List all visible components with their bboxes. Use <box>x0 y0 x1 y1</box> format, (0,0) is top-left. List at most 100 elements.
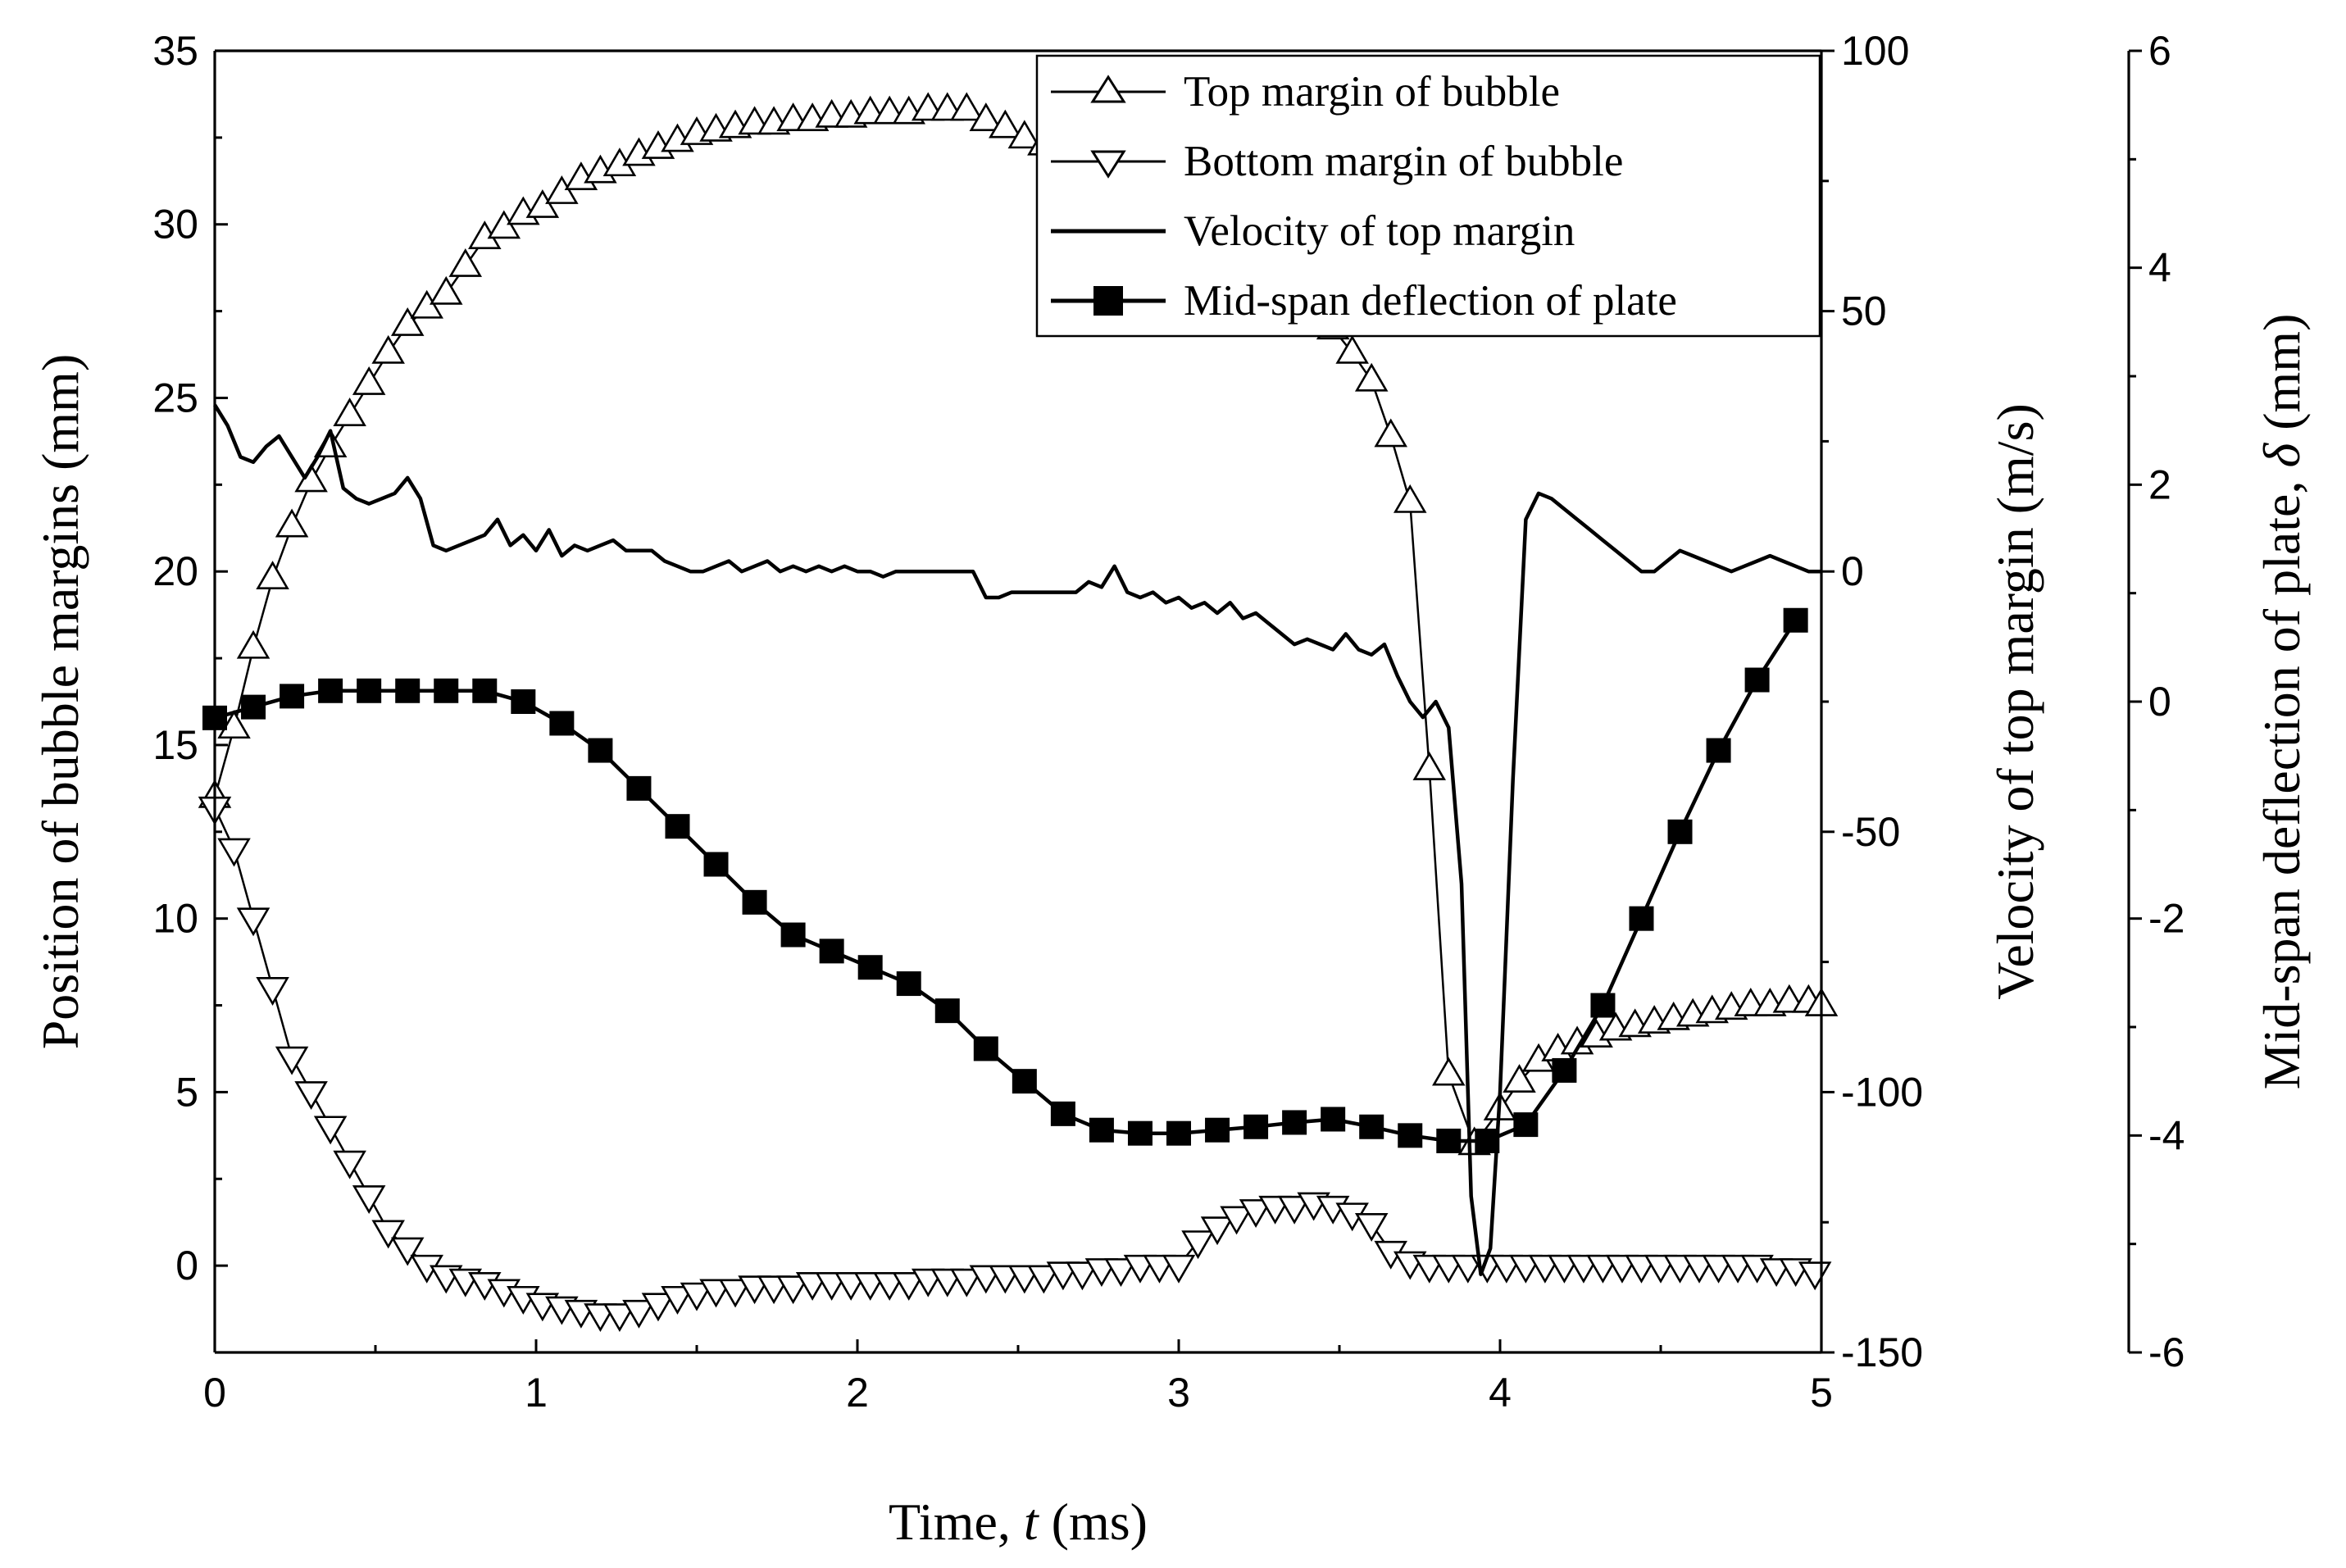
data-point-square <box>1513 1112 1539 1138</box>
data-point-triangle-up <box>545 175 579 204</box>
x-tick-label: 2 <box>846 1370 869 1416</box>
left-y-tick-label: 10 <box>152 896 198 942</box>
data-point-triangle-down <box>1066 1261 1099 1291</box>
left-y-tick-label: 30 <box>152 202 198 248</box>
data-point-triangle-up <box>989 109 1022 139</box>
data-point-triangle-down <box>622 1299 656 1329</box>
data-point-square <box>1398 1123 1423 1148</box>
data-point-square <box>472 678 498 703</box>
right1-y-tick-label: 0 <box>1841 548 1864 594</box>
data-point-triangle-up <box>390 307 425 336</box>
legend-label-bottom: Bottom margin of bubble <box>1184 138 1623 185</box>
data-point-triangle-down <box>256 977 289 1006</box>
x-tick-label: 1 <box>525 1370 548 1416</box>
data-point-square <box>819 939 844 964</box>
data-point-square <box>857 955 883 980</box>
data-point-triangle-down <box>390 1237 425 1266</box>
data-point-triangle-down <box>1104 1258 1138 1287</box>
right2-y-tick-label: 4 <box>2148 245 2171 291</box>
data-point-square <box>1012 1069 1037 1094</box>
data-point-triangle-up <box>352 366 386 395</box>
legend-label-velocity: Velocity of top margin <box>1184 207 1575 255</box>
data-point-square <box>280 684 305 709</box>
data-point-triangle-up <box>448 248 483 277</box>
right1-y-axis-title: Velocity of top margin (m/s) <box>1986 403 2044 1000</box>
data-point-triangle-up <box>1393 484 1427 513</box>
left-y-axis-title: Position of bubble margins (mm) <box>31 354 89 1050</box>
data-point-triangle-up <box>1412 751 1447 780</box>
data-point-square <box>549 711 575 736</box>
legend: Top margin of bubble Bottom margin of bu… <box>1035 54 1821 338</box>
legend-triangle-down-icon <box>1090 150 1126 179</box>
left-y-tick-label: 20 <box>152 548 198 594</box>
data-point-triangle-down <box>1027 1265 1061 1294</box>
data-point-triangle-up <box>1432 1057 1466 1086</box>
data-point-square <box>1127 1120 1153 1146</box>
data-point-triangle-down <box>1162 1254 1196 1284</box>
data-point-triangle-down <box>1239 1199 1273 1228</box>
data-point-triangle-down <box>950 1268 984 1298</box>
data-point-square <box>1629 906 1654 931</box>
data-point-square <box>665 814 690 839</box>
x-axis-title: Time, t (ms) <box>889 1493 1148 1551</box>
data-point-square <box>703 852 729 877</box>
data-point-square <box>588 738 613 763</box>
right2-y-tick-label: -2 <box>2148 896 2185 942</box>
data-point-square <box>1783 607 1808 633</box>
data-point-triangle-down <box>1277 1195 1312 1225</box>
data-point-square <box>1321 1107 1346 1132</box>
data-point-triangle-down <box>1200 1216 1234 1246</box>
left-y-tick-label: 0 <box>175 1243 198 1288</box>
data-point-triangle-down <box>294 1081 328 1110</box>
x-tick-label: 5 <box>1810 1370 1833 1416</box>
data-point-triangle-down <box>333 1150 366 1179</box>
series-line <box>213 403 1821 1276</box>
data-point-square <box>973 1036 998 1061</box>
x-tick-label: 4 <box>1489 1370 1512 1416</box>
data-point-square <box>780 922 806 948</box>
data-point-square <box>1243 1114 1269 1139</box>
data-point-square <box>241 694 266 720</box>
data-point-triangle-down <box>371 1220 405 1249</box>
left-y-tick-label: 5 <box>175 1069 198 1115</box>
legend-square-icon <box>1093 286 1123 316</box>
axis-ticks: 0 1 2 3 4 505101520253035-150-100-50050100-6-… <box>152 28 2185 1416</box>
legend-box <box>1035 54 1821 338</box>
data-point-triangle-down <box>236 907 271 937</box>
data-point-square <box>511 689 536 714</box>
data-point-square <box>1552 1057 1577 1083</box>
data-point-square <box>742 889 767 915</box>
data-point-triangle-down <box>602 1303 637 1333</box>
data-point-triangle-down <box>1220 1206 1253 1235</box>
right2-y-tick-label: 2 <box>2148 461 2171 507</box>
right1-y-tick-label: 100 <box>1841 28 1909 74</box>
data-point-square <box>934 998 960 1024</box>
data-point-triangle-up <box>429 275 463 305</box>
data-point-triangle-down <box>1354 1213 1389 1242</box>
data-point-triangle-up <box>275 508 309 538</box>
data-point-square <box>1706 738 1731 763</box>
data-point-triangle-up <box>1335 334 1369 364</box>
data-point-square <box>1282 1110 1307 1135</box>
data-point-square <box>1050 1101 1075 1126</box>
right1-y-tick-label: -150 <box>1841 1329 1923 1375</box>
left-y-tick-label: 15 <box>152 722 198 768</box>
data-point-triangle-up <box>256 561 289 589</box>
data-point-square <box>626 775 652 801</box>
left-y-tick-label: 25 <box>152 375 198 420</box>
data-point-triangle-up <box>410 289 443 319</box>
data-point-triangle-down <box>275 1046 309 1075</box>
data-point-triangle-up <box>969 102 1003 131</box>
data-point-square <box>1590 993 1616 1018</box>
data-point-triangle-up <box>487 210 521 239</box>
left-y-tick-label: 35 <box>152 28 198 74</box>
data-point-triangle-down <box>892 1272 925 1301</box>
data-point-square <box>896 971 921 997</box>
data-point-triangle-down <box>352 1185 386 1215</box>
data-point-triangle-up <box>1354 362 1389 392</box>
data-point-square <box>1089 1117 1114 1143</box>
data-point-square <box>1205 1117 1230 1143</box>
data-point-triangle-up <box>1007 120 1042 149</box>
data-point-square <box>1667 819 1693 844</box>
